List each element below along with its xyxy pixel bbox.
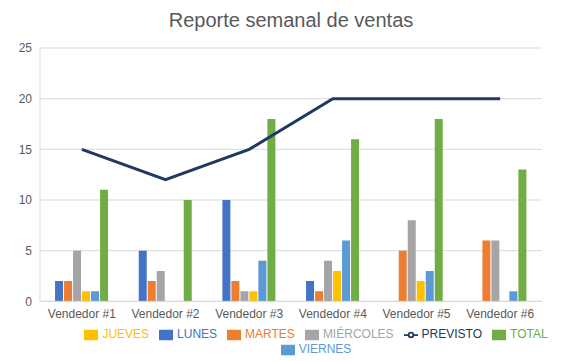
svg-text:20: 20 bbox=[19, 92, 33, 106]
html-text:MARTES: MARTES bbox=[245, 327, 295, 342]
svg-text:Vendedor #1: Vendedor #1 bbox=[48, 307, 116, 321]
html-text:JUEVES: JUEVES bbox=[102, 327, 150, 342]
html-text:TOTAL: TOTAL bbox=[510, 327, 548, 342]
html-text:LUNES: LUNES bbox=[177, 327, 218, 342]
svg-text:10: 10 bbox=[19, 193, 33, 207]
html-text:VIERNES: VIERNES bbox=[298, 342, 352, 357]
svg-text:15: 15 bbox=[19, 143, 33, 157]
svg-text:Vendedor #5: Vendedor #5 bbox=[382, 307, 450, 321]
svg-text:5: 5 bbox=[25, 244, 32, 258]
html-text:Reporte semanal de ventas: Reporte semanal de ventas bbox=[168, 9, 414, 31]
html-text:PREVISTO: PREVISTO bbox=[421, 327, 482, 342]
svg-text:Vendedor #3: Vendedor #3 bbox=[215, 307, 283, 321]
html-text:MIÉRCOLES: MIÉRCOLES bbox=[322, 327, 394, 342]
svg-text:25: 25 bbox=[19, 41, 33, 55]
svg-text:Vendedor #2: Vendedor #2 bbox=[131, 307, 199, 321]
svg-text:0: 0 bbox=[25, 295, 32, 309]
svg-text:Vendedor #4: Vendedor #4 bbox=[299, 307, 367, 321]
svg-text:Vendedor #6: Vendedor #6 bbox=[466, 307, 534, 321]
